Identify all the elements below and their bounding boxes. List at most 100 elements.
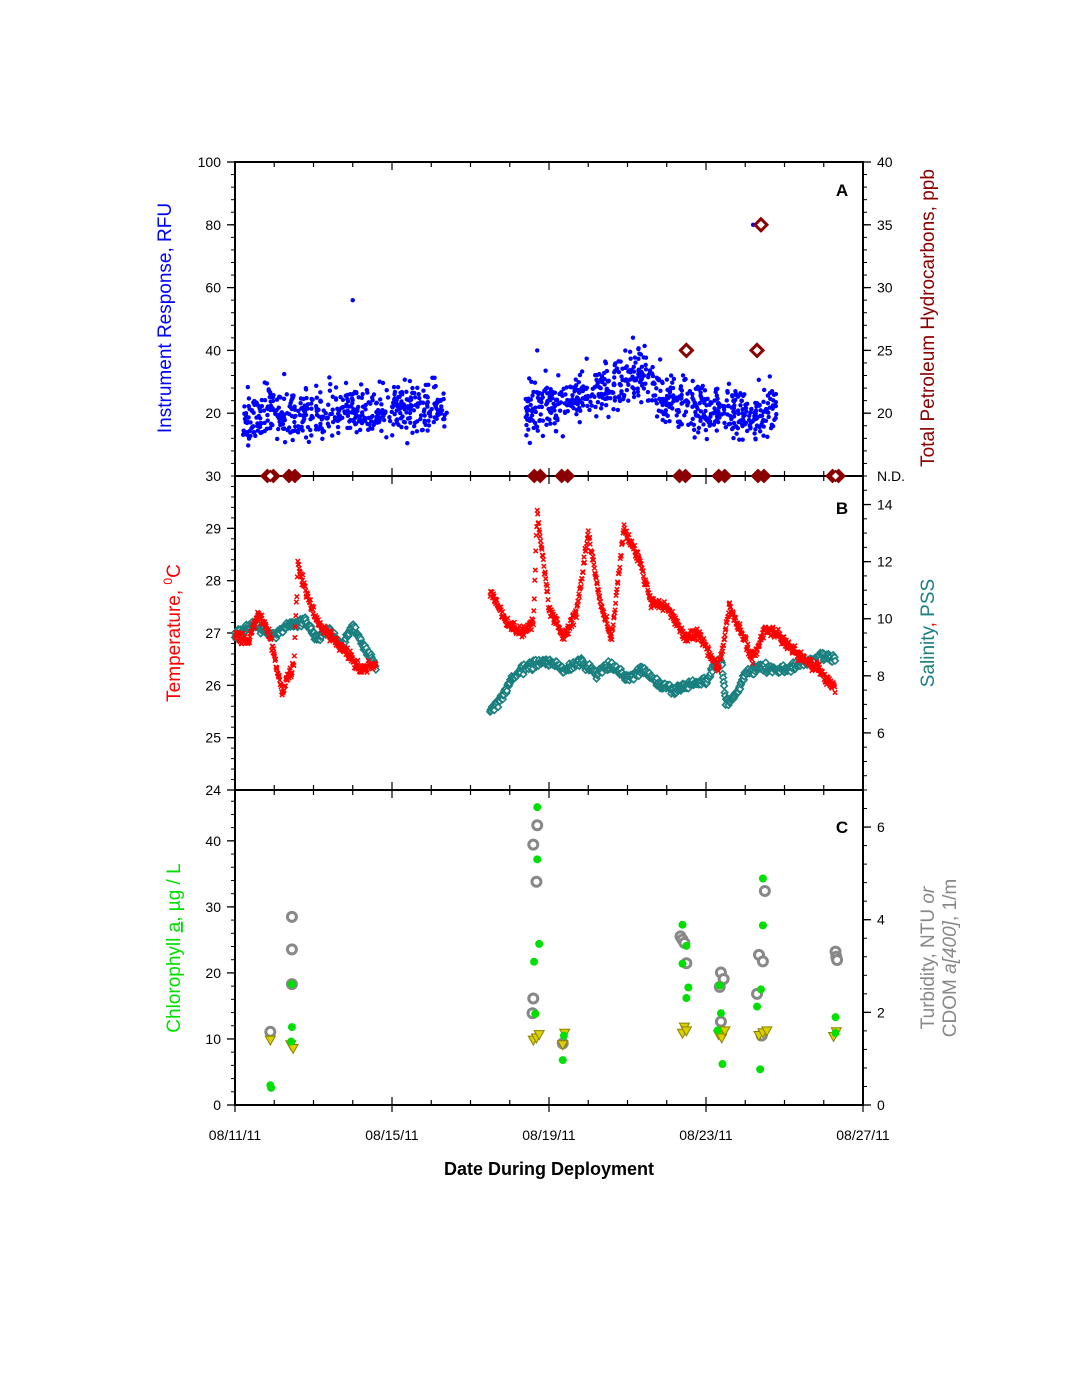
rfu-point (524, 433, 529, 438)
rfu-point (418, 413, 424, 418)
rfu-point (768, 425, 774, 431)
temperature-point (373, 661, 379, 667)
rfu-point (626, 398, 631, 403)
rfu-point (552, 390, 558, 395)
rfu-point (258, 416, 263, 421)
rfu-point (557, 391, 562, 397)
chlorophyll-point (753, 1002, 762, 1011)
rfu-point (336, 430, 341, 436)
rfu-point (319, 426, 325, 431)
rfu-point (425, 399, 431, 405)
rfu-point (731, 409, 736, 414)
rfu-point (589, 403, 594, 408)
temperature-point (293, 612, 299, 619)
rfu-point (761, 433, 766, 438)
temperature-point (767, 633, 774, 639)
rfu-point (732, 397, 738, 403)
rfu-point (620, 377, 625, 383)
rfu-point (625, 379, 630, 384)
salinity-point (717, 660, 727, 670)
chlorophyll-point (756, 1065, 765, 1074)
chlorophyll-point (758, 874, 767, 883)
rfu-point (425, 428, 430, 433)
rfu-point (316, 407, 321, 413)
rfu-point (679, 401, 684, 406)
rfu-point (736, 411, 741, 417)
temperature-point (615, 580, 621, 586)
rfu-point (619, 374, 624, 379)
temperature-point (334, 636, 340, 642)
rfu-point (715, 396, 720, 401)
panel-b-left-tick-label: 29 (205, 520, 221, 536)
panel-b-right-tick-label: 6 (877, 725, 885, 741)
chlorophyll-point (758, 921, 767, 930)
rfu-point (442, 416, 447, 422)
rfu-point (761, 409, 767, 414)
rfu-point (360, 391, 365, 397)
rfu-point (267, 394, 272, 400)
tick-marks (227, 161, 871, 1112)
rfu-point (663, 419, 668, 425)
rfu-point (768, 396, 773, 402)
rfu-point (296, 424, 301, 429)
temperature-point (541, 563, 547, 570)
rfu-point (309, 406, 314, 411)
rfu-point (426, 423, 432, 428)
rfu-point (356, 395, 361, 400)
rfu-point (539, 404, 545, 410)
turbidity-point (530, 875, 543, 888)
temperature-point (721, 636, 728, 643)
chlorophyll-point (831, 1029, 840, 1038)
rfu-point (304, 395, 309, 401)
temperature-point (749, 660, 756, 667)
rfu-point (284, 392, 289, 397)
rfu-point (314, 412, 320, 418)
rfu-point (293, 428, 298, 433)
rfu-point (384, 435, 389, 440)
rfu-point (396, 394, 401, 400)
rfu-point (315, 425, 320, 430)
rfu-point (618, 383, 623, 388)
temperature-point (720, 642, 727, 648)
temperature-point (499, 609, 506, 615)
rfu-point (639, 369, 644, 375)
chlorophyll-point (682, 941, 691, 950)
temperature-point (531, 596, 538, 602)
rfu-point (384, 388, 389, 393)
rfu-point (627, 349, 633, 355)
rfu-point (649, 371, 655, 376)
chlorophyll-label-main: Chlorophyll (164, 932, 185, 1032)
rfu-point (606, 378, 611, 384)
x-tick-label: 08/15/11 (365, 1127, 419, 1143)
rfu-point (422, 407, 427, 412)
rfu-point (336, 408, 342, 414)
rfu-point (355, 406, 360, 412)
temperature-point (579, 576, 585, 582)
temperature-point (364, 669, 370, 676)
rfu-point (330, 419, 336, 425)
rfu-point (574, 401, 580, 406)
rfu-point (636, 393, 641, 398)
rfu-point (300, 419, 305, 425)
rfu-point (674, 395, 679, 400)
rfu-point (404, 410, 409, 415)
rfu-point (523, 414, 528, 420)
rfu-point (671, 393, 676, 398)
rfu-point (633, 360, 638, 365)
temperature-point (365, 657, 371, 664)
rfu-point (289, 413, 295, 419)
rfu-point (604, 386, 610, 391)
rfu-point (727, 421, 733, 426)
rfu-point (643, 367, 649, 372)
rfu-point (265, 406, 271, 412)
rfu-point (402, 420, 408, 425)
rfu-point (616, 369, 622, 375)
panel-a-right-tick-label: 35 (877, 217, 893, 233)
rfu-point (363, 402, 368, 408)
rfu-point (303, 435, 309, 440)
rfu-point (375, 412, 380, 418)
rfu-point (696, 430, 701, 435)
rfu-point (602, 377, 607, 382)
chlorophyll-point (684, 983, 693, 992)
